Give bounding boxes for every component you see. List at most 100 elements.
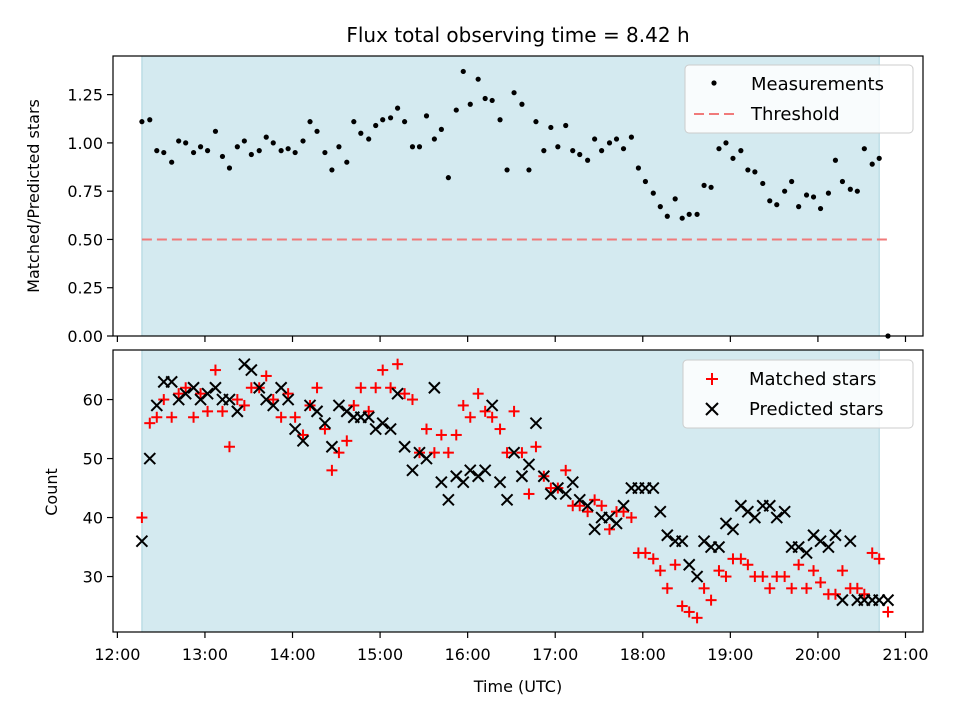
matched-star-point — [574, 500, 586, 512]
predicted-star-point — [420, 452, 433, 465]
matched-star-point — [370, 382, 382, 394]
predicted-star-point — [267, 399, 280, 412]
predicted-star-point — [581, 499, 594, 512]
matched-star-point — [195, 388, 207, 400]
legend-measurements-label: Measurements — [751, 74, 884, 95]
measurement-point — [263, 134, 269, 140]
measurement-point — [351, 119, 357, 125]
matched-star-point — [858, 588, 870, 600]
measurement-point — [760, 180, 766, 187]
measurement-point — [745, 167, 751, 173]
legend-predicted-label: Predicted stars — [749, 399, 883, 420]
predicted-star-point — [500, 493, 514, 507]
measurement-point — [322, 149, 328, 156]
matched-star-point — [764, 582, 776, 594]
matched-star-point — [275, 411, 287, 423]
top-x-ticks — [116, 336, 907, 342]
predicted-star-point — [325, 440, 339, 453]
predicted-star-point — [748, 511, 762, 524]
matched-star-point — [216, 405, 228, 417]
matched-star-point — [735, 553, 747, 565]
top-panel-frame — [112, 55, 924, 337]
measurement-point — [234, 144, 240, 150]
x-tick-label: 14:00 — [269, 645, 315, 664]
measurement-point — [489, 97, 495, 104]
measurement-point — [380, 117, 386, 123]
matched-star-point — [698, 582, 710, 594]
measurement-point — [869, 161, 875, 167]
measurement-point — [292, 149, 298, 156]
matched-star-point — [180, 382, 192, 394]
measurement-point — [708, 184, 714, 190]
predicted-star-point — [726, 523, 740, 536]
matched-star-point — [786, 582, 798, 594]
measurement-point — [825, 190, 832, 196]
measurement-point — [664, 213, 670, 219]
matched-star-point — [654, 565, 666, 577]
measurement-point — [606, 140, 613, 146]
matched-star-point — [420, 423, 432, 435]
matched-star-point — [523, 488, 535, 500]
predicted-star-point — [384, 422, 397, 436]
matched-star-point — [815, 576, 827, 588]
measurement-point — [197, 144, 204, 150]
measurement-point — [241, 138, 247, 144]
measurement-point — [423, 113, 430, 119]
predicted-star-point — [822, 540, 835, 554]
measurement-point — [511, 90, 517, 96]
x-tick-label: 13:00 — [182, 645, 228, 664]
matched-star-point — [647, 553, 659, 565]
predicted-star-point — [814, 534, 827, 548]
measurement-point — [817, 205, 824, 212]
matched-star-point — [282, 388, 294, 400]
measurement-point — [803, 192, 810, 198]
measurement-point — [344, 159, 350, 165]
measurement-point — [431, 136, 437, 142]
measurement-point — [650, 190, 656, 196]
measurement-point — [219, 153, 226, 160]
predicted-star-point — [398, 440, 411, 453]
matched-star-point — [530, 441, 542, 453]
matched-star-point — [479, 405, 491, 417]
measurement-point — [519, 101, 525, 107]
measurement-point — [504, 167, 510, 173]
matched-star-point — [882, 606, 894, 618]
measurement-point — [563, 122, 569, 129]
legend-matched-marker — [706, 373, 718, 385]
predicted-star-point — [690, 570, 704, 583]
measurement-point — [738, 148, 744, 154]
predicted-star-point — [179, 387, 192, 400]
predicted-star-point — [654, 505, 667, 518]
matched-star-point — [691, 612, 703, 624]
predicted-star-point — [617, 499, 630, 512]
measurement-point — [620, 146, 627, 152]
matched-star-point — [355, 382, 367, 394]
matched-star-point — [676, 600, 688, 612]
measurement-point — [628, 134, 635, 140]
predicted-star-point — [647, 481, 660, 495]
predicted-stars-points — [135, 357, 895, 607]
measurement-point — [190, 149, 197, 156]
predicted-star-point — [406, 464, 419, 477]
predicted-star-point — [318, 416, 332, 430]
measurement-point — [686, 211, 692, 217]
matched-star-point — [829, 588, 841, 600]
measurement-point — [730, 155, 736, 161]
matched-star-point — [348, 399, 360, 411]
predicted-star-point — [478, 464, 492, 477]
predicted-star-point — [844, 534, 857, 548]
matched-star-point — [457, 399, 469, 411]
measurement-point — [402, 119, 408, 125]
x-tick-label: 19:00 — [707, 645, 753, 664]
measurement-point — [183, 140, 189, 146]
y-tick-label: 0.50 — [67, 230, 103, 249]
measurement-point — [548, 124, 554, 131]
measurement-point — [570, 148, 576, 154]
y-tick-label: 50 — [83, 450, 103, 469]
measurement-point — [847, 186, 853, 192]
measurement-point — [839, 178, 846, 185]
predicted-star-point — [376, 416, 389, 430]
predicted-star-point — [391, 387, 404, 400]
measurement-point — [657, 204, 663, 210]
top-legend: Measurements Threshold — [684, 64, 914, 134]
